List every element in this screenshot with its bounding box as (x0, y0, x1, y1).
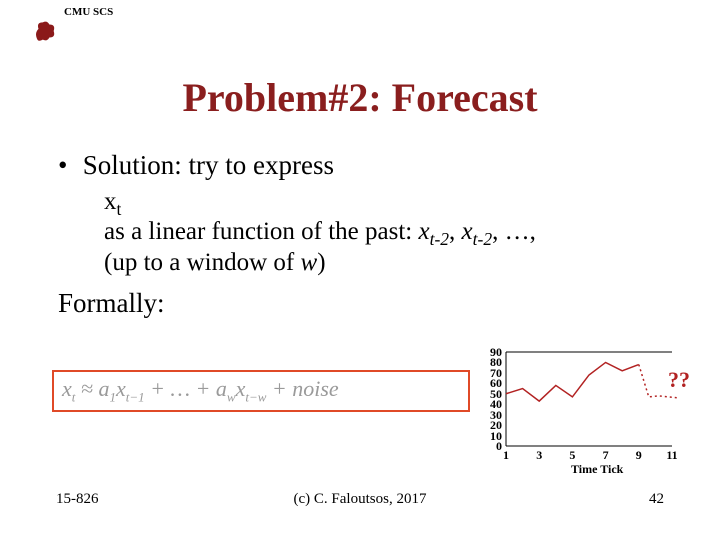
footer-copyright: (c) C. Faloutsos, 2017 (0, 491, 720, 508)
subline-1: xt (104, 188, 121, 220)
header-label: CMU SCS (64, 6, 113, 18)
formula-box: xt ≈ a1xt−1 + … + awxt−w + noise (52, 370, 470, 412)
bullet-line: • Solution: try to express (58, 150, 334, 181)
cmu-logo (32, 18, 58, 44)
subline-2: as a linear function of the past: xt-2, … (104, 218, 536, 250)
forecast-question-marks: ?? (668, 367, 690, 393)
bullet-text: Solution: try to express (83, 150, 334, 180)
bullet-marker: • (58, 150, 76, 181)
subline-3: (up to a window of w) (104, 249, 326, 277)
footer-page: 42 (649, 491, 664, 508)
formally-label: Formally: (58, 288, 165, 319)
forecast-chart: 01020304050607080901357911Time Tick?? (484, 348, 694, 478)
slide-title: Problem#2: Forecast (0, 74, 720, 121)
